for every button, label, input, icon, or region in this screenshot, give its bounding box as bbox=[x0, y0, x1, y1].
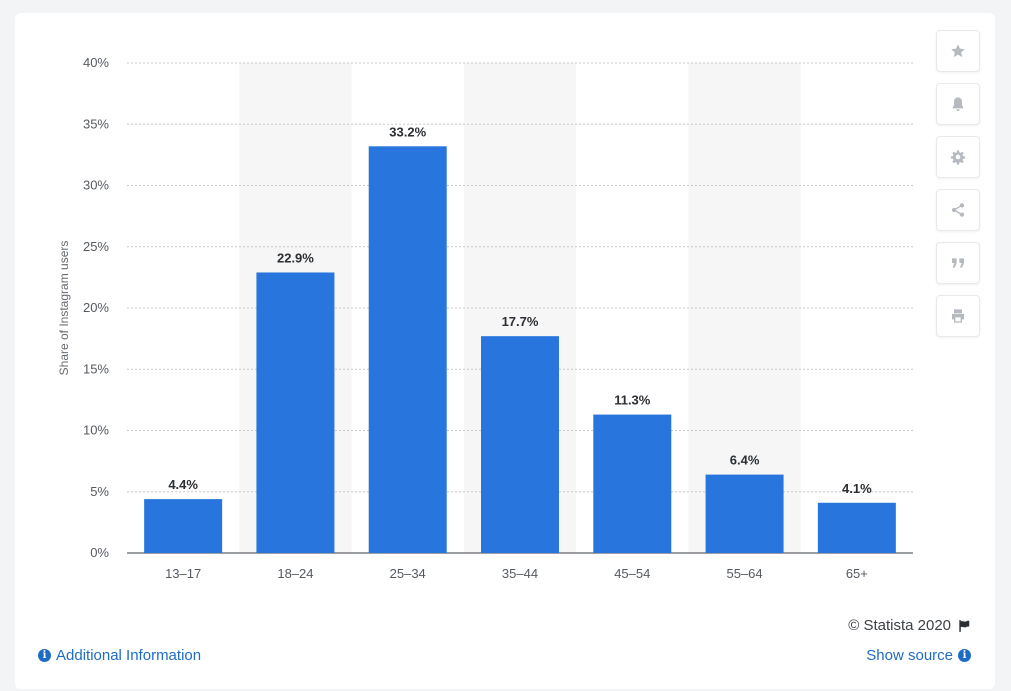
gear-icon bbox=[950, 150, 966, 165]
settings-button[interactable] bbox=[936, 136, 980, 178]
y-tick-label: 15% bbox=[83, 361, 109, 376]
y-tick-label: 10% bbox=[83, 423, 109, 438]
y-tick-label: 20% bbox=[83, 300, 109, 315]
x-tick-label: 25–34 bbox=[390, 566, 426, 581]
x-tick-label: 55–64 bbox=[726, 566, 762, 581]
y-tick-label: 35% bbox=[83, 116, 109, 131]
x-tick-label: 13–17 bbox=[165, 566, 201, 581]
show-source-link[interactable]: Show source i bbox=[866, 647, 971, 664]
print-button[interactable] bbox=[936, 295, 980, 337]
bar bbox=[705, 474, 784, 553]
y-tick-label: 40% bbox=[83, 55, 109, 70]
bar bbox=[144, 499, 223, 553]
data-label: 4.4% bbox=[168, 477, 198, 492]
bar bbox=[817, 502, 896, 553]
x-tick-label: 18–24 bbox=[277, 566, 313, 581]
bar bbox=[256, 272, 335, 553]
share-icon bbox=[951, 203, 965, 217]
y-tick-label: 25% bbox=[83, 239, 109, 254]
data-label: 22.9% bbox=[277, 250, 314, 265]
star-icon bbox=[951, 44, 965, 58]
x-tick-label: 65+ bbox=[846, 566, 868, 581]
data-label: 17.7% bbox=[502, 314, 539, 329]
additional-information-label: Additional Information bbox=[56, 647, 202, 664]
info-icon: i bbox=[38, 649, 51, 662]
flag-icon bbox=[959, 619, 970, 632]
y-tick-label: 0% bbox=[90, 545, 109, 560]
quote-icon bbox=[952, 258, 964, 268]
credit-text: © Statista 2020 bbox=[848, 617, 951, 634]
y-axis-label: Share of Instagram users bbox=[57, 241, 71, 376]
y-tick-label: 30% bbox=[83, 178, 109, 193]
info-icon: i bbox=[958, 649, 971, 662]
bell-icon bbox=[952, 97, 964, 111]
data-label: 11.3% bbox=[614, 393, 651, 408]
notification-button[interactable] bbox=[936, 83, 980, 125]
statista-credit[interactable]: © Statista 2020 bbox=[848, 617, 971, 634]
data-label: 4.1% bbox=[842, 481, 872, 496]
print-icon bbox=[952, 309, 964, 323]
data-label: 33.2% bbox=[389, 124, 426, 139]
show-source-label: Show source bbox=[866, 647, 953, 664]
favorite-button[interactable] bbox=[936, 30, 980, 72]
bar bbox=[593, 414, 672, 553]
data-label: 6.4% bbox=[730, 453, 760, 468]
y-tick-label: 5% bbox=[90, 484, 109, 499]
bar bbox=[481, 336, 559, 553]
x-tick-label: 45–54 bbox=[614, 566, 650, 581]
bar bbox=[368, 146, 447, 554]
share-button[interactable] bbox=[936, 189, 980, 231]
x-tick-label: 35–44 bbox=[502, 566, 538, 581]
additional-information-link[interactable]: i Additional Information bbox=[38, 647, 201, 664]
cite-button[interactable] bbox=[936, 242, 980, 284]
